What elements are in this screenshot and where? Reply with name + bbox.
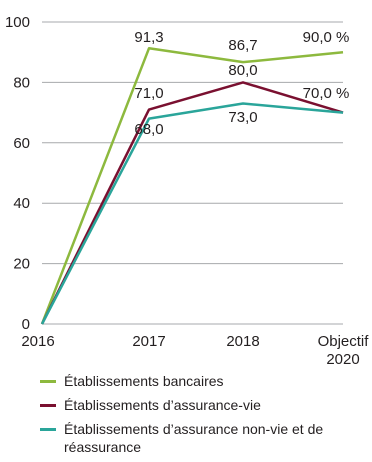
legend-item-life-insurance: Établissements d’assurance-vie	[40, 396, 344, 414]
series-line-1	[40, 81, 344, 325]
series-lines	[40, 47, 344, 325]
gridlines	[42, 21, 343, 325]
legend-swatch-non-life-insurance	[40, 428, 56, 431]
y-tick-label: 20	[13, 256, 30, 273]
data-label: 68,0	[134, 121, 163, 138]
y-tick-label: 80	[13, 74, 30, 91]
legend: Établissements bancaires Établissements …	[40, 372, 344, 462]
legend-swatch-banks	[40, 380, 56, 383]
line-chart: 0 20 40 60 80 100 2016 2017 2018 Objectif 2020 91…	[5, 14, 369, 368]
x-tick-label: 2017	[132, 333, 165, 350]
data-label: 71,0	[134, 85, 163, 102]
y-tick-label: 60	[13, 135, 30, 152]
data-label: 73,0	[228, 109, 257, 126]
legend-item-banks: Établissements bancaires	[40, 372, 344, 390]
data-label: 86,7	[228, 37, 257, 54]
legend-swatch-life-insurance	[40, 404, 56, 407]
legend-label-life-insurance: Établissements d’assurance-vie	[64, 397, 261, 413]
legend-label-non-life-insurance: Établissements d’assurance non-vie et de…	[64, 421, 324, 455]
data-label: 80,0	[228, 62, 257, 79]
data-label: 91,3	[134, 29, 163, 46]
y-axis-ticks: 0 20 40 60 80 100	[5, 14, 30, 333]
legend-item-non-life-insurance: Établissements d’assurance non-vie et de…	[40, 420, 344, 456]
series-line-2	[40, 102, 344, 325]
x-tick-label: Objectif 2020	[318, 333, 370, 368]
series-line-0	[40, 47, 344, 325]
data-labels: 91,3 86,7 90,0 % 71,0 80,0 70,0 % 68,0 73,0	[134, 29, 349, 138]
legend-label-banks: Établissements bancaires	[64, 373, 224, 389]
x-tick-label: 2016	[21, 333, 54, 350]
x-axis-ticks: 2016 2017 2018 Objectif 2020	[21, 333, 369, 368]
x-tick-label: 2018	[226, 333, 259, 350]
data-label: 90,0 %	[303, 29, 350, 46]
y-tick-label: 0	[22, 316, 30, 333]
data-label: 70,0 %	[303, 85, 350, 102]
y-tick-label: 100	[5, 14, 30, 31]
y-tick-label: 40	[13, 195, 30, 212]
